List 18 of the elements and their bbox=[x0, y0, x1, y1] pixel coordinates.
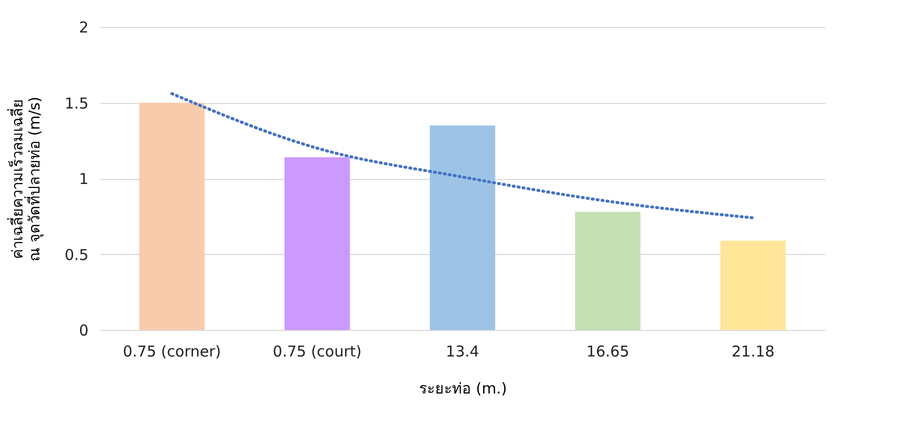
x-axis-title: ระยะท่อ (m.) bbox=[419, 380, 507, 398]
bar bbox=[139, 102, 205, 330]
y-tick-label: 1 bbox=[78, 170, 88, 188]
x-tick-label: 13.4 bbox=[446, 342, 480, 360]
x-tick-label: 16.65 bbox=[586, 342, 630, 360]
x-tick-label: 0.75 (court) bbox=[272, 342, 362, 360]
line-series bbox=[170, 92, 755, 220]
bar bbox=[720, 240, 786, 330]
y-tick-label: 1.5 bbox=[64, 94, 88, 112]
y-tick-label: 0 bbox=[78, 322, 88, 340]
bar bbox=[430, 125, 496, 330]
bar bbox=[575, 212, 640, 330]
y-tick-label: 0.5 bbox=[64, 246, 88, 264]
bar bbox=[284, 157, 350, 330]
x-tick-label: 0.75 (corner) bbox=[122, 342, 221, 360]
y-tick-label: 2 bbox=[78, 18, 88, 36]
y-axis-title: ค่าเฉลี่ยความเร็วลมเฉลี่ย ณ จุดวัดที่ปลายท่อ (m/s) bbox=[6, 96, 45, 262]
x-tick-label: 21.18 bbox=[732, 342, 775, 360]
